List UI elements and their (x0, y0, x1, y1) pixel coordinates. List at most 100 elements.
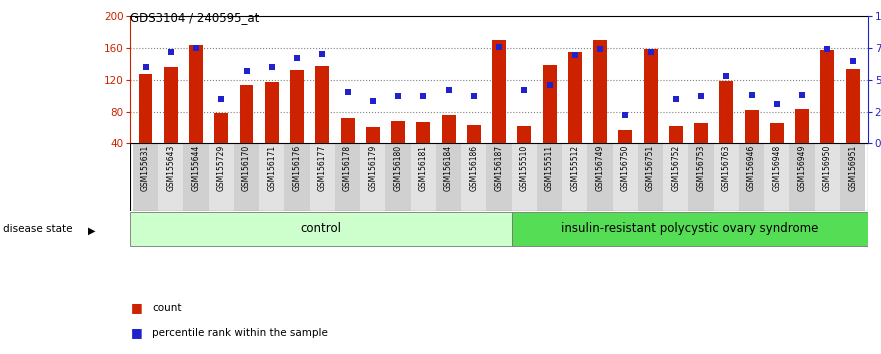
Text: disease state: disease state (3, 224, 72, 234)
Bar (714, 143, 739, 211)
Text: GSM156750: GSM156750 (621, 145, 630, 191)
Bar (492, 40, 506, 143)
Bar (240, 85, 254, 143)
Point (795, 92, 809, 98)
Bar (366, 127, 380, 143)
Text: GSM156187: GSM156187 (494, 145, 504, 191)
Text: count: count (152, 303, 181, 313)
Bar (815, 143, 840, 211)
Bar (688, 143, 714, 211)
Text: ■: ■ (130, 326, 142, 339)
Point (164, 49, 178, 55)
Bar (462, 143, 486, 211)
Point (669, 96, 683, 102)
Text: GSM155511: GSM155511 (545, 145, 554, 191)
Bar (265, 82, 278, 143)
Text: control: control (300, 222, 342, 235)
Bar (820, 50, 834, 143)
Text: GSM155644: GSM155644 (191, 145, 201, 191)
Bar (644, 50, 657, 143)
Point (643, 49, 657, 55)
Point (467, 93, 481, 99)
Bar (391, 121, 405, 143)
Point (846, 58, 860, 63)
Point (770, 101, 784, 107)
Text: GSM155729: GSM155729 (217, 145, 226, 191)
Text: GSM156186: GSM156186 (470, 145, 478, 191)
Bar (663, 143, 688, 211)
Bar (209, 143, 234, 211)
Text: GSM156176: GSM156176 (292, 145, 301, 191)
Text: GSM156179: GSM156179 (368, 145, 377, 191)
Bar (512, 143, 537, 211)
Point (391, 93, 405, 99)
Bar (411, 143, 436, 211)
Point (543, 82, 557, 87)
Bar (130, 212, 512, 246)
Point (265, 64, 279, 70)
Point (315, 51, 329, 57)
Text: GSM156184: GSM156184 (444, 145, 453, 191)
Bar (159, 143, 183, 211)
Bar (694, 124, 708, 143)
Point (441, 87, 455, 93)
Bar (840, 143, 865, 211)
Point (820, 46, 834, 52)
Text: GSM155631: GSM155631 (141, 145, 150, 191)
Bar (138, 74, 152, 143)
Text: percentile rank within the sample: percentile rank within the sample (152, 328, 329, 338)
Point (290, 55, 304, 61)
Text: GSM156749: GSM156749 (596, 145, 604, 191)
Text: GSM155512: GSM155512 (570, 145, 580, 191)
Text: ■: ■ (130, 302, 142, 314)
Bar (189, 45, 203, 143)
Text: GSM155643: GSM155643 (167, 145, 175, 191)
Bar (744, 110, 759, 143)
Point (719, 73, 733, 79)
Bar (214, 113, 228, 143)
Bar (133, 143, 159, 211)
Bar (360, 143, 386, 211)
Bar (259, 143, 285, 211)
Text: GSM156950: GSM156950 (823, 145, 832, 191)
Text: GSM156752: GSM156752 (671, 145, 680, 191)
Bar (669, 126, 683, 143)
Text: GSM156949: GSM156949 (797, 145, 807, 191)
Bar (588, 143, 612, 211)
Bar (568, 52, 581, 143)
Point (138, 64, 152, 70)
Text: GSM156178: GSM156178 (343, 145, 352, 191)
Bar (739, 143, 764, 211)
Text: GSM155510: GSM155510 (520, 145, 529, 191)
Text: ▶: ▶ (88, 226, 96, 236)
Bar (164, 67, 178, 143)
Text: GSM156181: GSM156181 (418, 145, 428, 191)
Point (341, 90, 355, 95)
Point (492, 44, 506, 49)
Point (214, 96, 228, 102)
Bar (335, 143, 360, 211)
Bar (285, 143, 310, 211)
Text: GSM156948: GSM156948 (773, 145, 781, 191)
Bar (417, 122, 430, 143)
Point (567, 53, 581, 58)
Point (517, 87, 531, 93)
Bar (486, 143, 512, 211)
Point (744, 92, 759, 98)
Bar (183, 143, 209, 211)
Point (694, 93, 708, 99)
Bar (612, 143, 638, 211)
Bar (770, 124, 784, 143)
Bar (315, 66, 329, 143)
Bar (638, 143, 663, 211)
Text: GSM156753: GSM156753 (697, 145, 706, 191)
Bar (290, 70, 304, 143)
Text: GSM156946: GSM156946 (747, 145, 756, 191)
Bar (517, 126, 531, 143)
Point (593, 46, 607, 52)
Bar (618, 130, 633, 143)
Bar (543, 65, 557, 143)
Bar (562, 143, 588, 211)
Text: GSM156763: GSM156763 (722, 145, 731, 191)
Point (189, 45, 204, 51)
